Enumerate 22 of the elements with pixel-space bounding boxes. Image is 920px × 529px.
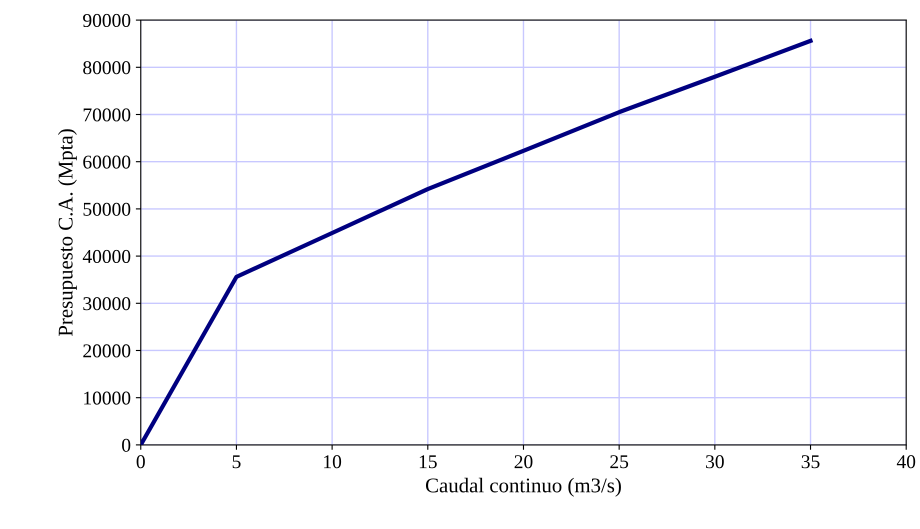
y-tick-label: 70000 [84, 108, 130, 122]
y-tick-label: 60000 [83, 156, 130, 169]
line-series [140, 38, 813, 445]
y-tick-label: 30000 [83, 297, 130, 310]
y-tick-label: 90000 [83, 14, 130, 28]
x-tick-label: 35 [802, 455, 820, 468]
x-tick-label: 30 [706, 455, 724, 468]
y-tick-label: 0 [122, 438, 130, 452]
y-tick-label: 50000 [84, 202, 130, 216]
x-tick-label: 40 [896, 455, 916, 468]
x-tick-label: 10 [324, 455, 342, 468]
y-axis-title: Presupuesto C.A. (Mpta) [58, 129, 77, 336]
y-tick-label: 40000 [82, 250, 130, 264]
x-axis-title: Caudal continuo (m3/s) [426, 478, 621, 497]
x-tick-label: 15 [420, 455, 437, 468]
y-tick-label: 10000 [84, 392, 130, 405]
x-tick-label: 25 [610, 455, 628, 468]
y-tick-label: 20000 [83, 344, 130, 358]
x-tick-label: 20 [514, 455, 532, 468]
x-tick-label: 5 [232, 455, 241, 468]
x-tick-label: 0 [136, 455, 145, 468]
y-tick-label: 80000 [83, 61, 130, 74]
